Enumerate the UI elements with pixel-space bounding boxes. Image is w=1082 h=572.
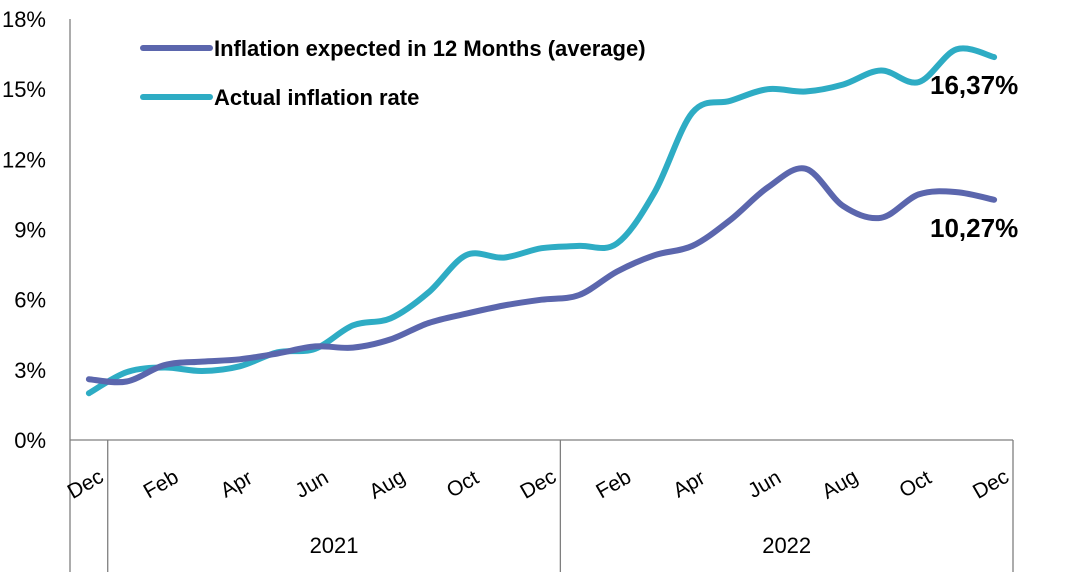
x-tick-label: Apr <box>217 466 257 502</box>
x-tick-label: Apr <box>669 466 709 502</box>
year-label: 2022 <box>762 533 811 558</box>
y-tick-label: 6% <box>14 288 46 313</box>
y-tick-label: 15% <box>2 77 46 102</box>
y-tick-label: 12% <box>2 147 46 172</box>
x-tick-label: Jun <box>292 466 333 503</box>
year-label: 2021 <box>310 533 359 558</box>
x-tick-label: Jun <box>744 466 785 503</box>
x-axis-tick-labels: Dec Feb Apr Jun Aug Oct Dec Feb Apr Jun Aug Oct Dec <box>64 465 1013 504</box>
x-tick-label: Oct <box>443 466 483 502</box>
x-tick-label: Feb <box>140 465 183 503</box>
legend: Inflation expected in 12 Months (average… <box>140 36 646 110</box>
y-tick-label: 0% <box>14 428 46 453</box>
year-group-labels: 2021 2022 <box>310 533 812 558</box>
y-tick-label: 9% <box>14 218 46 243</box>
x-tick-label: Feb <box>592 465 635 503</box>
chart-axes <box>69 19 1014 572</box>
series-line-actual-inflation <box>85 45 998 397</box>
legend-entry-label: Actual inflation rate <box>214 85 419 110</box>
y-tick-label: 3% <box>14 358 46 383</box>
end-value-label: 16,37% <box>930 70 1018 100</box>
end-value-labels: 16,37% 10,27% <box>930 70 1018 243</box>
series-lines <box>85 45 998 397</box>
x-tick-label: Dec <box>969 465 1013 504</box>
x-tick-label: Dec <box>516 465 560 504</box>
x-tick-label: Aug <box>365 465 409 504</box>
y-axis-tick-labels: 0% 3% 6% 9% 12% 15% 18% <box>2 7 46 453</box>
end-value-label: 10,27% <box>930 213 1018 243</box>
y-tick-label: 18% <box>2 7 46 32</box>
series-line-expected-inflation <box>85 165 998 386</box>
x-tick-label: Aug <box>818 465 862 504</box>
legend-entry-label: Inflation expected in 12 Months (average… <box>214 36 646 61</box>
x-tick-label: Oct <box>896 466 936 502</box>
